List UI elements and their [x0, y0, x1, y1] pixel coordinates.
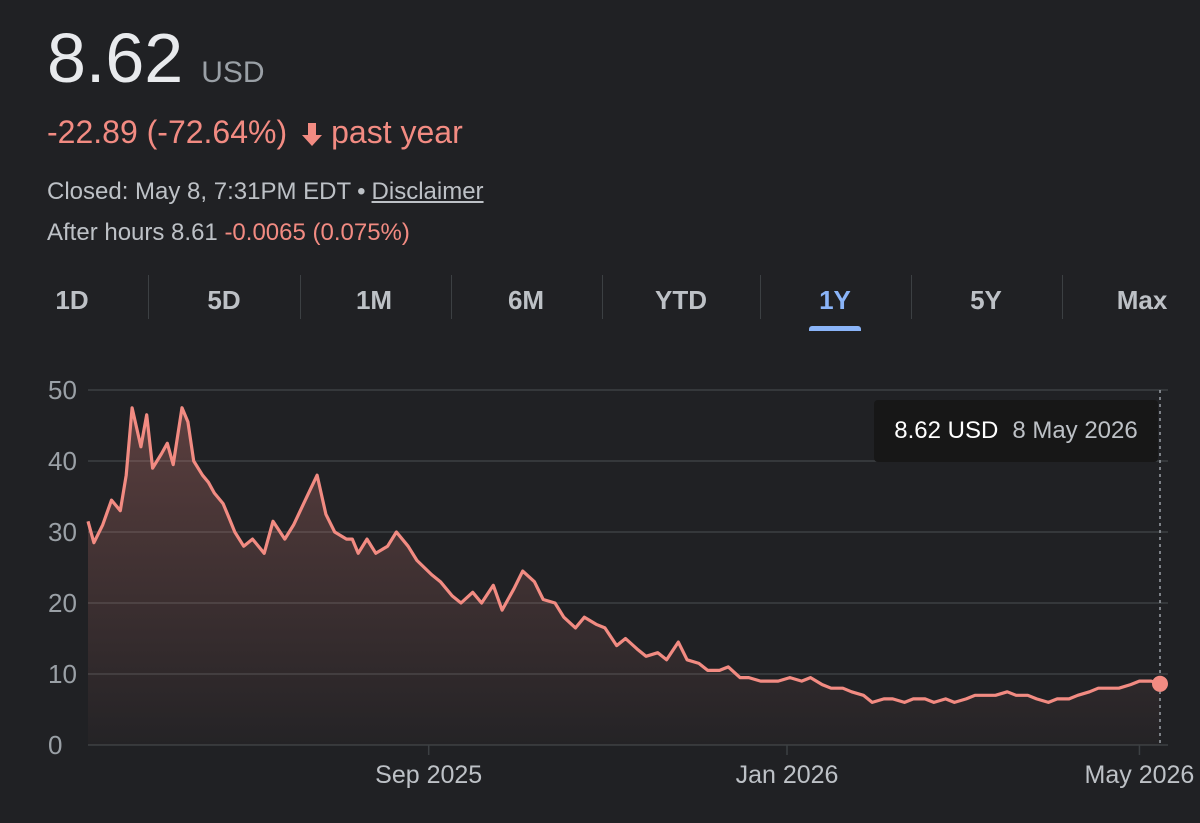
y-tick-label: 0 — [48, 730, 62, 760]
disclaimer-link[interactable]: Disclaimer — [371, 178, 484, 205]
series-line — [86, 406, 1161, 704]
tab-ytd[interactable]: YTD — [655, 285, 707, 315]
series-area — [88, 407, 1160, 745]
tab-divider — [451, 275, 452, 319]
tab-divider — [760, 275, 761, 319]
current-marker — [1152, 390, 1168, 745]
tab-1d[interactable]: 1D — [55, 285, 89, 315]
closed-time: Closed: May 8, 7:31PM EDT — [47, 178, 352, 205]
closed-info: Closed: May 8, 7:31PM EDT • Disclaimer — [47, 178, 484, 206]
tab-6m[interactable]: 6M — [507, 285, 545, 315]
tooltip-price: 8.62 USD — [894, 417, 999, 444]
axis-labels: 0 10 20 30 40 50 Sep 2025 Jan 2026 May 2026 — [48, 375, 1194, 789]
tab-divider — [911, 275, 912, 319]
tab-divider — [602, 275, 603, 319]
y-tick-label: 40 — [48, 446, 77, 476]
tab-divider — [148, 275, 149, 319]
area-fill — [88, 407, 1160, 745]
tab-1y[interactable]: 1Y — [797, 275, 873, 331]
tab-divider — [300, 275, 301, 319]
after-hours-info: After hours 8.61 -0.0065 (0.075%) — [47, 219, 410, 247]
y-tick-label: 10 — [48, 659, 77, 689]
price-line — [86, 406, 1161, 704]
y-tick-label: 20 — [48, 588, 77, 618]
hover-tooltip: 8.62 USD 8 May 2026 — [874, 400, 1158, 462]
x-tick-label: May 2026 — [1085, 761, 1195, 789]
range-selector: 1D 5D 1M 6M YTD 1Y 5Y Max — [0, 275, 1200, 335]
price-header: 8.62 USD — [47, 18, 265, 98]
x-tick-label: Sep 2025 — [375, 761, 482, 789]
tooltip-date: 8 May 2026 — [1012, 417, 1138, 444]
current-price: 8.62 — [47, 19, 184, 97]
active-tab-indicator — [809, 326, 861, 331]
change-period: past year — [331, 114, 463, 150]
y-tick-label: 30 — [48, 517, 77, 547]
price-change: -22.89 (-72.64%) past year — [47, 114, 463, 151]
tab-5d[interactable]: 5D — [207, 285, 241, 315]
after-hours-price: After hours 8.61 — [47, 219, 218, 246]
tab-max[interactable]: Max — [1116, 285, 1168, 315]
change-value: -22.89 (-72.64%) — [47, 114, 288, 150]
tab-1m[interactable]: 1M — [355, 285, 393, 315]
x-tick-label: Jan 2026 — [736, 761, 839, 789]
current-point — [1152, 675, 1168, 692]
y-tick-label: 50 — [48, 375, 77, 405]
arrow-down-icon — [299, 119, 325, 147]
after-hours-change: -0.0065 (0.075%) — [224, 219, 410, 246]
currency-label: USD — [201, 56, 265, 89]
price-chart[interactable]: 0 10 20 30 40 50 Sep 2025 Jan 2026 May 2026 — [0, 340, 1200, 823]
tab-divider — [1062, 275, 1063, 319]
tab-5y[interactable]: 5Y — [970, 285, 1002, 315]
dot-separator: • — [357, 178, 366, 205]
